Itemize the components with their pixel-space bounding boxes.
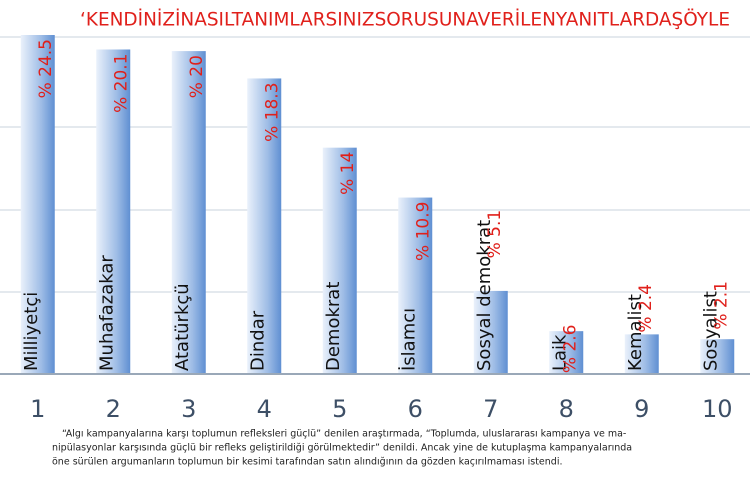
value-label: % 14 xyxy=(338,152,358,195)
bar xyxy=(96,49,131,373)
value-label: % 10.9 xyxy=(413,202,433,261)
bar xyxy=(247,78,282,373)
footnote: “Algı kampanyalarına karşı toplumun refl… xyxy=(62,429,626,440)
value-label: % 2.1 xyxy=(711,281,731,330)
bar-name: Sosyalist xyxy=(700,291,721,371)
bar xyxy=(322,147,357,373)
bar xyxy=(20,35,55,373)
value-label: % 20.1 xyxy=(111,53,131,112)
value-label: % 2.6 xyxy=(560,325,580,374)
bar-name: Atatürkçü xyxy=(172,283,193,371)
bar-name: Kemalist xyxy=(625,294,646,371)
footnote: nipülasyonlar karşısında güçlü bir refle… xyxy=(52,443,632,454)
value-label: % 2.4 xyxy=(636,284,656,333)
x-tick-label: 5 xyxy=(332,395,347,423)
bar-name: Milliyetçi xyxy=(21,292,42,371)
bar xyxy=(171,51,206,373)
bar-name: Muhafazakar xyxy=(96,255,117,371)
value-label: % 5.1 xyxy=(485,210,505,259)
bars xyxy=(20,35,735,373)
x-tick-label: 4 xyxy=(257,395,272,423)
footnote: öne sürülen argumanların toplumun bir ke… xyxy=(52,457,562,468)
bar xyxy=(624,334,659,373)
x-tick-label: 7 xyxy=(483,395,498,423)
x-tick-label: 1 xyxy=(30,395,45,423)
x-tick-label: 6 xyxy=(408,395,423,423)
value-label: % 18.3 xyxy=(262,82,282,141)
value-label: % 20 xyxy=(187,55,207,98)
bar-name: Demokrat xyxy=(323,282,344,371)
x-tick-label: 2 xyxy=(106,395,121,423)
x-tick-label: 10 xyxy=(702,395,733,423)
bar xyxy=(398,197,433,373)
x-tick-label: 9 xyxy=(634,395,649,423)
x-tick-label: 3 xyxy=(181,395,196,423)
labels: 1 Milliyetçi % 24.5 2 Muhafazakar % 20.1 3 Atat… xyxy=(21,39,733,423)
bar xyxy=(549,331,584,373)
bar-name: Dindar xyxy=(247,310,268,371)
bar xyxy=(700,339,735,373)
bar xyxy=(473,290,508,373)
bar-name: Sosyal demokrat xyxy=(474,220,495,371)
chart-title: ‘KENDİNİZİNASILTANIMLARSINIZSORUSUNAVERİ… xyxy=(80,8,730,31)
x-tick-label: 8 xyxy=(559,395,574,423)
bar-name: Laik xyxy=(549,334,570,371)
value-label: % 24.5 xyxy=(36,39,56,98)
bar-name: İslamcı xyxy=(398,308,419,371)
